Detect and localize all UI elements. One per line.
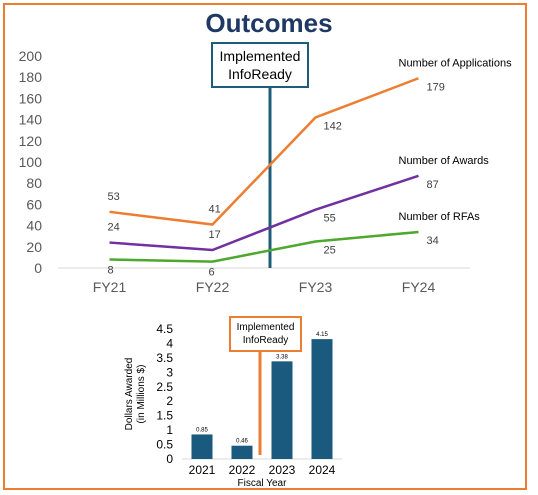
- data-label: 179: [427, 81, 445, 93]
- bar-y-tick-label: 1.5: [156, 409, 173, 423]
- implemented-infoready-bar-annotation: Implemented InfoReady: [229, 316, 302, 352]
- bar-y-tick-label: 1: [166, 423, 173, 437]
- bar-value-label: 3.38: [276, 354, 288, 360]
- bar-y-axis-title: Dollars Awarded (in Millions $): [124, 358, 147, 431]
- bar-y-tick-label: 0.5: [156, 438, 173, 452]
- y-tick-label: 40: [26, 218, 42, 234]
- data-label: 53: [108, 191, 120, 203]
- series-line: [109, 174, 419, 252]
- bar: [231, 445, 253, 459]
- y-tick-label: 120: [19, 133, 43, 149]
- bar: [311, 339, 333, 459]
- data-label: 6: [209, 267, 215, 279]
- y-tick-label: 140: [19, 112, 43, 128]
- bar-x-tick-label: 2023: [269, 463, 296, 477]
- bar-y-tick-label: 2.5: [156, 380, 173, 394]
- page-title: Outcomes: [205, 8, 333, 38]
- y-tick-label: 20: [26, 239, 42, 255]
- bar-value-label: 4.15: [316, 332, 328, 338]
- series-name-label: Number of Awards: [399, 155, 490, 167]
- y-tick-label: 200: [19, 48, 43, 64]
- bar-y-tick-label: 2: [166, 394, 173, 408]
- bar-annotation-line2: InfoReady: [242, 335, 289, 346]
- series-name-label: Number of RFAs: [399, 211, 481, 223]
- bar-annotation-line1: Implemented: [236, 322, 295, 333]
- data-label: 17: [209, 229, 221, 241]
- bar-x-axis-title: Fiscal Year: [238, 478, 288, 489]
- bar: [271, 361, 293, 459]
- y-tick-label: 60: [26, 196, 42, 212]
- bar-y-tick-label: 3: [166, 365, 173, 379]
- bar-y-tick-label: 3.5: [156, 351, 173, 365]
- annotation-line1: Implemented: [219, 48, 301, 64]
- data-label: 55: [324, 213, 336, 225]
- data-label: 24: [108, 222, 120, 234]
- bar-x-tick-label: 2021: [189, 463, 216, 477]
- bar-value-label: 0.85: [196, 427, 208, 433]
- bar-y-tick-label: 4.5: [156, 322, 173, 336]
- x-tick-label: FY21: [93, 279, 127, 295]
- y-tick-label: 0: [34, 260, 42, 276]
- data-label: 41: [209, 204, 221, 216]
- series-line: [109, 230, 419, 263]
- bar-y-tick-label: 4: [166, 336, 173, 350]
- y-tick-label: 180: [19, 69, 43, 85]
- implemented-infoready-annotation: Implemented InfoReady: [211, 42, 309, 88]
- data-label: 25: [324, 245, 336, 257]
- data-label: 142: [324, 120, 342, 132]
- bar: [191, 434, 213, 459]
- series-name-label: Number of Applications: [399, 57, 513, 69]
- bar-x-tick-label: 2024: [309, 463, 336, 477]
- y-tick-label: 100: [19, 154, 43, 170]
- x-tick-label: FY23: [299, 279, 333, 295]
- outcomes-line-chart: 0 20 40 60 80 100 120 140 160 180 200 FY21 FY22 FY23 F…: [19, 48, 513, 295]
- bar-x-tick-label: 2022: [229, 463, 256, 477]
- bar-value-label: 0.46: [236, 439, 248, 445]
- bar-y-tick-label: 0: [166, 452, 173, 466]
- data-label: 87: [427, 179, 439, 191]
- series-line: [109, 77, 419, 226]
- bar-y-axis-title-line2: (in Millions $): [136, 365, 147, 424]
- data-label: 8: [108, 265, 114, 277]
- data-label: 34: [427, 235, 439, 247]
- y-tick-label: 160: [19, 90, 43, 106]
- annotation-line2: InfoReady: [228, 66, 292, 82]
- x-tick-label: FY22: [196, 279, 230, 295]
- bar-y-axis-title-line1: Dollars Awarded: [124, 358, 135, 431]
- y-tick-label: 80: [26, 175, 42, 191]
- x-tick-label: FY24: [402, 279, 436, 295]
